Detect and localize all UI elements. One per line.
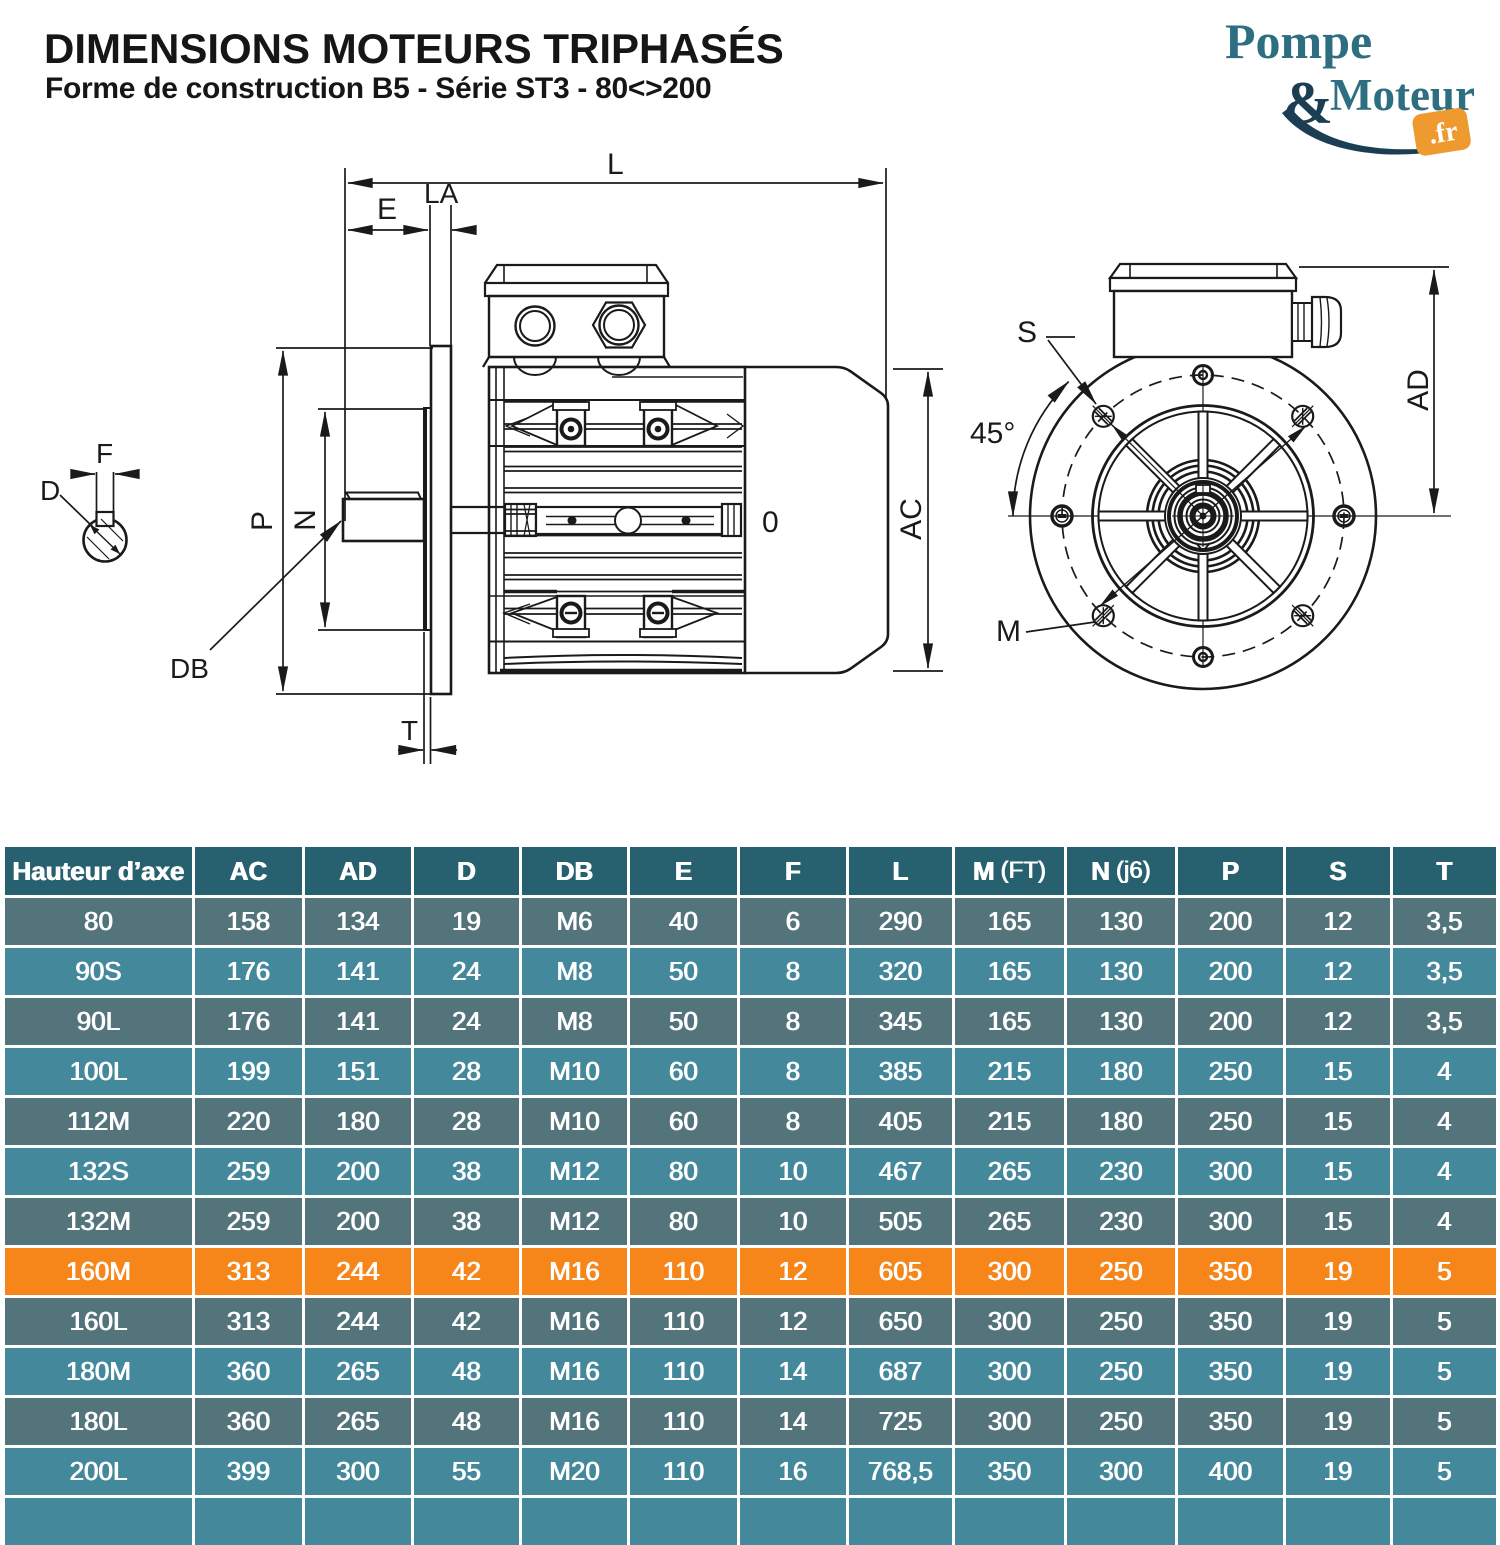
svg-text:LA: LA xyxy=(424,178,459,209)
svg-text:AC: AC xyxy=(895,498,928,540)
svg-text:E: E xyxy=(377,193,397,226)
svg-text:N: N xyxy=(289,509,322,531)
svg-text:M: M xyxy=(996,615,1021,648)
svg-text:&: & xyxy=(1283,70,1333,136)
svg-text:F: F xyxy=(96,438,113,469)
svg-text:0: 0 xyxy=(762,506,779,539)
svg-text:.fr: .fr xyxy=(1427,116,1460,151)
svg-text:L: L xyxy=(607,148,624,181)
svg-text:T: T xyxy=(401,715,418,746)
svg-text:AD: AD xyxy=(1402,369,1435,411)
svg-text:P: P xyxy=(246,511,279,531)
svg-text:Pompe: Pompe xyxy=(1225,15,1372,69)
svg-text:DB: DB xyxy=(170,653,209,684)
svg-text:S: S xyxy=(1017,316,1037,349)
svg-text:D: D xyxy=(40,475,60,506)
svg-text:45°: 45° xyxy=(970,417,1015,450)
